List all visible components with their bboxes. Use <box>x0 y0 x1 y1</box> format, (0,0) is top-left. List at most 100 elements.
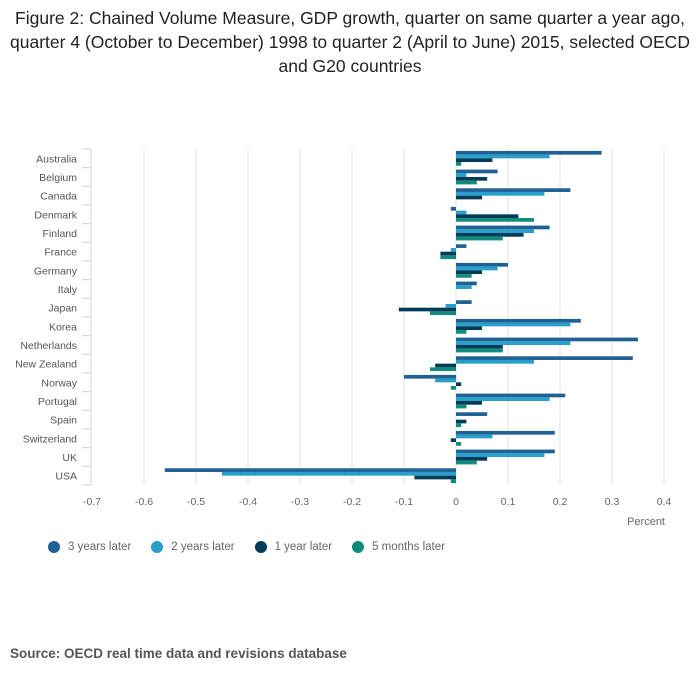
bar[interactable] <box>456 345 503 349</box>
bar[interactable] <box>456 356 633 360</box>
bar[interactable] <box>456 419 467 424</box>
x-tick-label: 0.2 <box>553 496 568 508</box>
bar[interactable] <box>456 236 503 241</box>
bar[interactable] <box>456 229 534 233</box>
legend-label: 5 months later <box>372 541 445 553</box>
bar[interactable] <box>440 255 456 260</box>
bar[interactable] <box>456 300 472 304</box>
bar[interactable] <box>450 438 456 443</box>
bar[interactable] <box>456 191 545 196</box>
bar[interactable] <box>456 442 462 446</box>
bar[interactable] <box>456 285 472 289</box>
bar[interactable] <box>456 412 488 416</box>
bar-chart: Australia Belgium Canada Denmark Finland Fran… <box>15 148 671 528</box>
y-axis: Australia Belgium Canada Denmark Finland Fran… <box>15 148 92 486</box>
x-axis-title: Percent <box>627 516 665 528</box>
bar[interactable] <box>450 479 456 484</box>
bar[interactable] <box>456 430 555 435</box>
bar[interactable] <box>456 162 462 166</box>
bar[interactable] <box>456 270 482 275</box>
bar[interactable] <box>440 251 456 256</box>
bar[interactable] <box>456 318 581 323</box>
bar[interactable] <box>430 367 456 372</box>
x-tick-label: -0.7 <box>83 496 101 508</box>
bar[interactable] <box>456 169 498 174</box>
category-label: Korea <box>49 321 77 333</box>
bar[interactable] <box>430 311 456 316</box>
bar[interactable] <box>456 348 503 353</box>
bar[interactable] <box>456 397 550 401</box>
bar[interactable] <box>456 326 482 331</box>
x-tick-label: 0.3 <box>605 496 620 508</box>
bar[interactable] <box>456 188 571 192</box>
bar[interactable] <box>164 468 457 472</box>
bar[interactable] <box>456 266 498 271</box>
bar[interactable] <box>456 158 493 163</box>
x-tick-label: 0 <box>453 496 459 508</box>
bar[interactable] <box>404 374 456 379</box>
bar[interactable] <box>456 341 571 345</box>
bar[interactable] <box>456 322 571 327</box>
legend-dot-icon <box>48 541 60 553</box>
legend-item[interactable]: 1 year later <box>254 541 333 553</box>
bar[interactable] <box>456 233 524 237</box>
bar[interactable] <box>456 401 482 405</box>
bar[interactable] <box>456 262 508 267</box>
category-label: Australia <box>36 153 77 165</box>
x-tick-label: 0.1 <box>501 496 516 508</box>
bar[interactable] <box>456 423 462 428</box>
source-note: Source: OECD real time data and revision… <box>10 646 347 661</box>
category-label: Italy <box>58 284 78 296</box>
category-label: Canada <box>40 191 77 203</box>
bar[interactable] <box>456 281 477 286</box>
bar[interactable] <box>450 247 456 252</box>
bar[interactable] <box>456 210 467 215</box>
bar[interactable] <box>456 453 545 457</box>
legend-label: 1 year later <box>274 541 333 553</box>
bar[interactable] <box>450 206 456 211</box>
bar[interactable] <box>456 173 467 177</box>
bar[interactable] <box>456 154 550 159</box>
category-label: Spain <box>50 415 77 427</box>
bar[interactable] <box>456 359 534 364</box>
bar[interactable] <box>435 363 456 368</box>
bar[interactable] <box>456 404 467 409</box>
category-label: UK <box>62 452 77 464</box>
bar[interactable] <box>456 274 472 278</box>
legend-item[interactable]: 2 years later <box>151 541 235 553</box>
category-label: Japan <box>48 303 77 315</box>
category-label: Belgium <box>39 172 77 184</box>
bar[interactable] <box>456 460 477 465</box>
bar[interactable] <box>456 330 467 334</box>
bar[interactable] <box>398 307 456 312</box>
bars <box>164 150 638 484</box>
legend-item[interactable]: 3 years later <box>48 541 131 553</box>
x-tick-label: -0.6 <box>135 496 153 508</box>
category-label: Portugal <box>38 396 77 408</box>
bar[interactable] <box>456 225 550 230</box>
legend-label: 2 years later <box>171 541 235 553</box>
bar[interactable] <box>456 195 482 200</box>
bar[interactable] <box>456 393 566 398</box>
bar[interactable] <box>456 434 493 439</box>
legend: 3 years later 2 years later 1 year later 5 … <box>48 541 445 553</box>
bar[interactable] <box>456 150 602 155</box>
bar[interactable] <box>222 471 456 476</box>
bar[interactable] <box>456 382 462 387</box>
bar[interactable] <box>445 303 456 308</box>
bar[interactable] <box>414 475 456 480</box>
bar[interactable] <box>456 214 519 219</box>
legend-item[interactable]: 5 months later <box>352 541 445 553</box>
x-tick-label: -0.3 <box>291 496 309 508</box>
category-label: Norway <box>41 377 77 389</box>
bar[interactable] <box>450 386 456 390</box>
bar[interactable] <box>456 457 488 461</box>
bar[interactable] <box>456 244 467 248</box>
bar[interactable] <box>456 177 488 181</box>
bar[interactable] <box>456 218 534 222</box>
bar[interactable] <box>456 180 477 185</box>
bar[interactable] <box>456 337 638 342</box>
bar[interactable] <box>456 449 555 454</box>
x-tick-label: -0.5 <box>187 496 205 508</box>
bar[interactable] <box>435 378 456 383</box>
